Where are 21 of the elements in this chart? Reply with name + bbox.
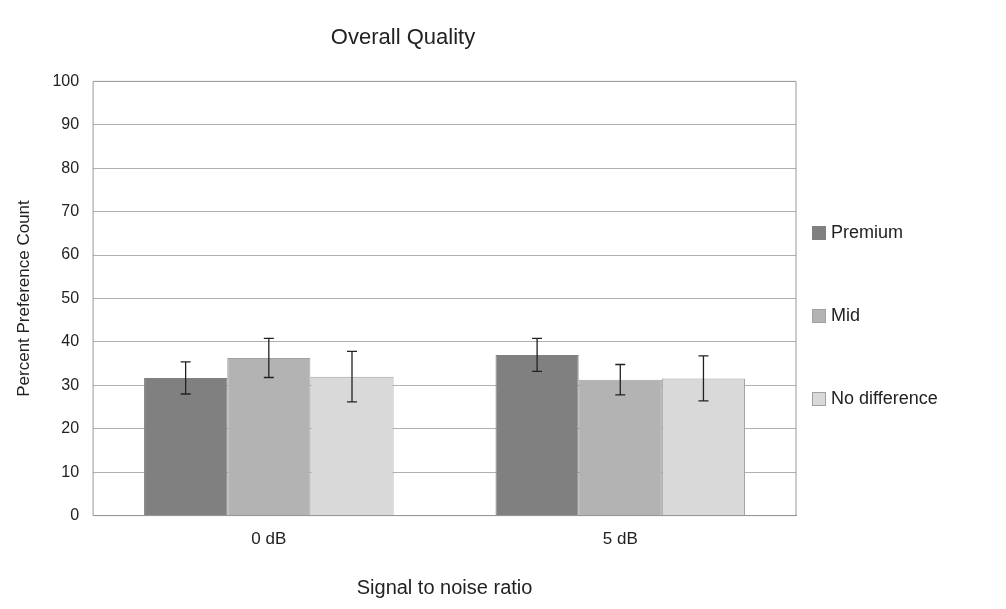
x-tick-label: 0 dB (251, 529, 287, 549)
y-tick-label: 70 (61, 202, 80, 220)
x-tick-label: 5 dB (602, 529, 638, 549)
y-tick-label: 40 (61, 332, 80, 350)
y-tick-label: 30 (61, 375, 80, 393)
bar (144, 377, 228, 516)
y-tick-label: 0 (70, 506, 80, 524)
y-axis-title: Percent Preference Count (13, 199, 33, 397)
bar (495, 354, 579, 516)
y-tick-label: 100 (52, 71, 80, 89)
legend-label: Mid (831, 305, 861, 326)
y-tick-label: 50 (61, 288, 80, 306)
legend-label: No difference (831, 388, 938, 409)
y-tick-label: 10 (61, 462, 80, 480)
y-tick-label: 60 (61, 245, 80, 263)
chart-title: Overall Quality (330, 24, 476, 50)
y-tick-label: 90 (61, 115, 80, 133)
y-tick-label: 20 (61, 419, 80, 437)
y-tick-label: 80 (61, 158, 80, 176)
x-axis-title: Signal to noise ratio (356, 575, 533, 598)
legend-label: Premium (831, 222, 904, 243)
